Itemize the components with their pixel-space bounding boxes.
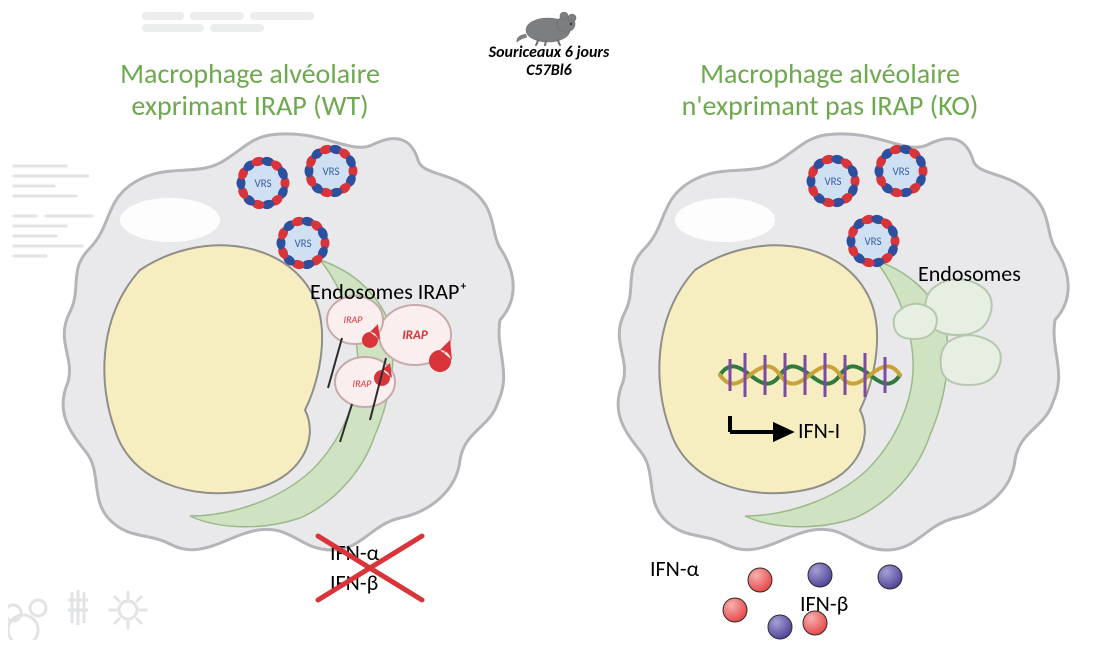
cell-highlight: [675, 198, 775, 242]
decor-lines-header: [140, 6, 320, 36]
vrs-label: VRS: [294, 237, 311, 250]
title-left: Macrophage alvéolaire exprimant IRAP (WT…: [60, 58, 440, 122]
cell-highlight: [120, 198, 220, 242]
mouse-icon: [514, 6, 584, 46]
svg-text:IRAP: IRAP: [344, 313, 364, 326]
ifn-i-label: IFN-I: [798, 417, 840, 444]
decor-lines-top: [6, 160, 96, 280]
vrs-left-3: VRS: [270, 210, 336, 276]
endosome-ko-label: Endosomes: [918, 260, 1021, 287]
ifn-alpha-right: IFN-α: [650, 555, 699, 582]
svg-text:IRAP: IRAP: [402, 328, 428, 343]
svg-text:IRAP: IRAP: [353, 377, 373, 390]
vrs-label: VRS: [824, 175, 841, 188]
vrs-label: VRS: [892, 165, 909, 178]
mouse-caption: Souriceaux 6 jours C57Bl6: [489, 44, 610, 81]
vrs-label: VRS: [864, 235, 881, 248]
ifn-balls: [700, 555, 980, 645]
title-right-line2: n'exprimant pas IRAP (KO): [682, 88, 979, 123]
vrs-label: VRS: [322, 165, 339, 178]
vrs-left-2: VRS: [298, 138, 364, 204]
title-left-line2: exprimant IRAP (WT): [131, 88, 368, 123]
title-right-line1: Macrophage alvéolaire: [700, 56, 960, 91]
vrs-right-1: VRS: [800, 148, 866, 214]
mouse-line1: Souriceaux 6 jours: [489, 43, 610, 62]
diagram-stage: Souriceaux 6 jours C57Bl6 Macrophage alv…: [0, 0, 1098, 657]
endosome-irap-label: Endosomes IRAP⁺: [310, 278, 467, 305]
vrs-left-1: VRS: [230, 150, 296, 216]
title-right: Macrophage alvéolaire n'exprimant pas IR…: [640, 58, 1020, 122]
vrs-right-3: VRS: [840, 208, 906, 274]
title-left-line1: Macrophage alvéolaire: [120, 56, 380, 91]
vrs-label: VRS: [254, 177, 271, 190]
mouse-line2: C57Bl6: [526, 61, 572, 80]
red-cross-icon: [310, 528, 430, 608]
vrs-right-2: VRS: [868, 138, 934, 204]
decor-shapes: [8, 560, 168, 640]
